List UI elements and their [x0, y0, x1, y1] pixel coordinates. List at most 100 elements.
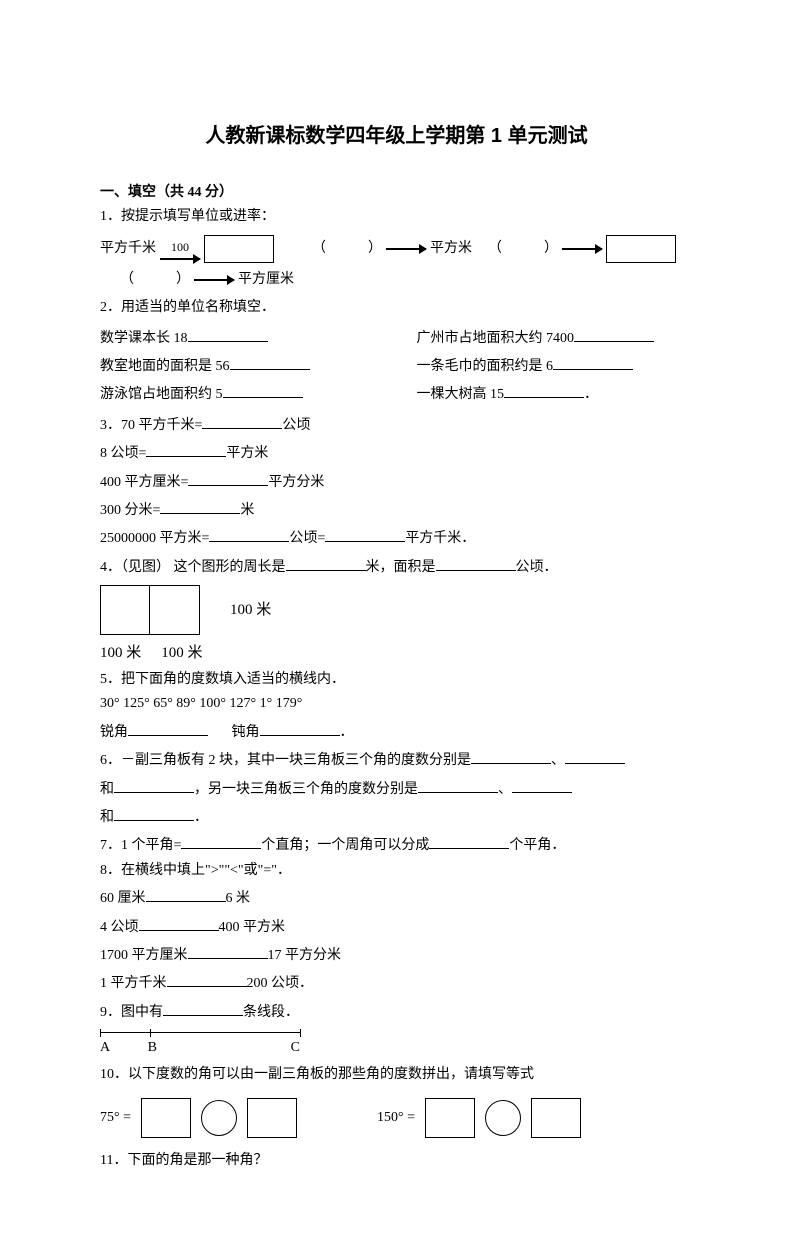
blank-input[interactable]	[188, 468, 268, 486]
unit: 公顷	[282, 418, 310, 433]
period: ．	[584, 387, 598, 402]
blank-input[interactable]	[160, 496, 240, 514]
eq-box-input[interactable]	[531, 1098, 581, 1138]
q3-text: 25000000 平方米=	[100, 531, 209, 546]
flow-box[interactable]	[204, 235, 274, 263]
point-label: C	[291, 1037, 300, 1059]
q8-prompt: 8．在横线中填上">""<"或"="．	[100, 860, 693, 882]
blank-input[interactable]	[553, 352, 633, 370]
paren-blank: （ ）	[120, 269, 190, 291]
q8-a: 60 厘米	[100, 891, 146, 906]
blank-input[interactable]	[188, 324, 268, 342]
blank-input[interactable]	[286, 553, 366, 571]
q1-flow-row1: 平方千米 100 （ ） 平方米 （ ）	[100, 235, 693, 263]
unit: 米	[240, 503, 254, 518]
blank-input[interactable]	[146, 884, 226, 902]
eq-box-input[interactable]	[425, 1098, 475, 1138]
period: ．	[194, 810, 208, 825]
blank-input[interactable]	[260, 718, 340, 736]
line-segment-figure	[100, 1032, 693, 1033]
sep: 、	[551, 753, 565, 768]
blank-input[interactable]	[114, 775, 194, 793]
blank-input[interactable]	[163, 998, 243, 1016]
q6-text2: ，另一块三角板三个角的度数分别是	[194, 782, 418, 797]
unit: 公顷=	[289, 531, 325, 546]
eq-circle-input[interactable]	[201, 1100, 237, 1136]
q8-b: 400 平方米	[219, 920, 286, 935]
eq-150: 150° =	[377, 1098, 581, 1138]
arrow-label-100: 100	[171, 238, 189, 257]
blank-input[interactable]	[512, 775, 572, 793]
q2-text: 游泳馆占地面积约 5	[100, 387, 223, 402]
blank-input[interactable]	[418, 775, 498, 793]
paren-blank: （ ）	[488, 238, 558, 260]
blank-input[interactable]	[230, 352, 310, 370]
q2-text: 教室地面的面积是 56	[100, 359, 230, 374]
q2-text: 一条毛巾的面积约是 6	[417, 359, 554, 374]
eq-box-input[interactable]	[141, 1098, 191, 1138]
point-label: A	[100, 1037, 148, 1059]
blank-input[interactable]	[128, 718, 208, 736]
q8-a: 1 平方千米	[100, 976, 167, 991]
arrow-icon	[562, 248, 602, 250]
square-shape	[150, 585, 200, 635]
arrow-icon	[386, 248, 426, 250]
blank-input[interactable]	[429, 831, 509, 849]
q11-prompt: 11．下面的角是那一种角？	[100, 1150, 693, 1172]
obtuse-label: 钝角	[232, 725, 260, 740]
label-sqm: 平方米	[430, 238, 472, 260]
blank-input[interactable]	[167, 969, 247, 987]
q5-angles: 30° 125° 65° 89° 100° 127° 1° 179°	[100, 693, 693, 715]
q5-prompt: 5．把下面角的度数填入适当的横线内．	[100, 669, 693, 691]
q8-a: 4 公顷	[100, 920, 139, 935]
section-header: 一、填空（共 44 分）	[100, 182, 693, 204]
label-sqkm: 平方千米	[100, 238, 156, 260]
blank-input[interactable]	[209, 524, 289, 542]
page-title: 人教新课标数学四年级上学期第 1 单元测试	[100, 120, 693, 152]
q7-text: 7．1 个平角=	[100, 838, 181, 853]
q2-text: 广州市占地面积大约 7400	[417, 331, 575, 346]
label-sqcm: 平方厘米	[238, 269, 294, 291]
q4-mid: 米，面积是	[366, 560, 436, 575]
q4-text: 4．（见图） 这个图形的周长是	[100, 560, 286, 575]
q3-text: 3．70 平方千米=	[100, 418, 202, 433]
q9-text: 9．图中有	[100, 1005, 163, 1020]
blank-input[interactable]	[504, 380, 584, 398]
q2-text: 数学课本长 18	[100, 331, 188, 346]
flow-box[interactable]	[606, 235, 676, 263]
q8-b: 200 公顷．	[247, 976, 314, 991]
q8-b: 6 米	[226, 891, 251, 906]
q7-mid: 个直角；一个周角可以分成	[261, 838, 429, 853]
blank-input[interactable]	[188, 941, 268, 959]
q2-prompt: 2．用适当的单位名称填空．	[100, 297, 693, 319]
blank-input[interactable]	[574, 324, 654, 342]
q7-end: 个平角．	[509, 838, 565, 853]
eq-box-input[interactable]	[247, 1098, 297, 1138]
arrow-icon	[160, 258, 200, 260]
blank-input[interactable]	[436, 553, 516, 571]
q2-text: 一棵大树高 15	[417, 387, 505, 402]
acute-label: 锐角	[100, 725, 128, 740]
blank-input[interactable]	[114, 803, 194, 821]
eq-circle-input[interactable]	[485, 1100, 521, 1136]
unit: 平方千米．	[405, 531, 475, 546]
period: ．	[340, 725, 354, 740]
square-shape	[100, 585, 150, 635]
q3-text: 300 分米=	[100, 503, 160, 518]
q1-flow-row2: （ ） 平方厘米	[120, 269, 693, 291]
dim-label: 100 米	[161, 641, 202, 665]
blank-input[interactable]	[223, 380, 303, 398]
blank-input[interactable]	[181, 831, 261, 849]
q4-end: 公顷．	[516, 560, 558, 575]
blank-input[interactable]	[471, 746, 551, 764]
eq-75: 75° =	[100, 1098, 297, 1138]
and: 和	[100, 782, 114, 797]
q9-end: 条线段．	[243, 1005, 299, 1020]
blank-input[interactable]	[202, 411, 282, 429]
q4-shape: 100 米	[100, 585, 693, 635]
blank-input[interactable]	[565, 746, 625, 764]
blank-input[interactable]	[139, 913, 219, 931]
blank-input[interactable]	[146, 439, 226, 457]
arrow-icon	[194, 279, 234, 281]
blank-input[interactable]	[325, 524, 405, 542]
